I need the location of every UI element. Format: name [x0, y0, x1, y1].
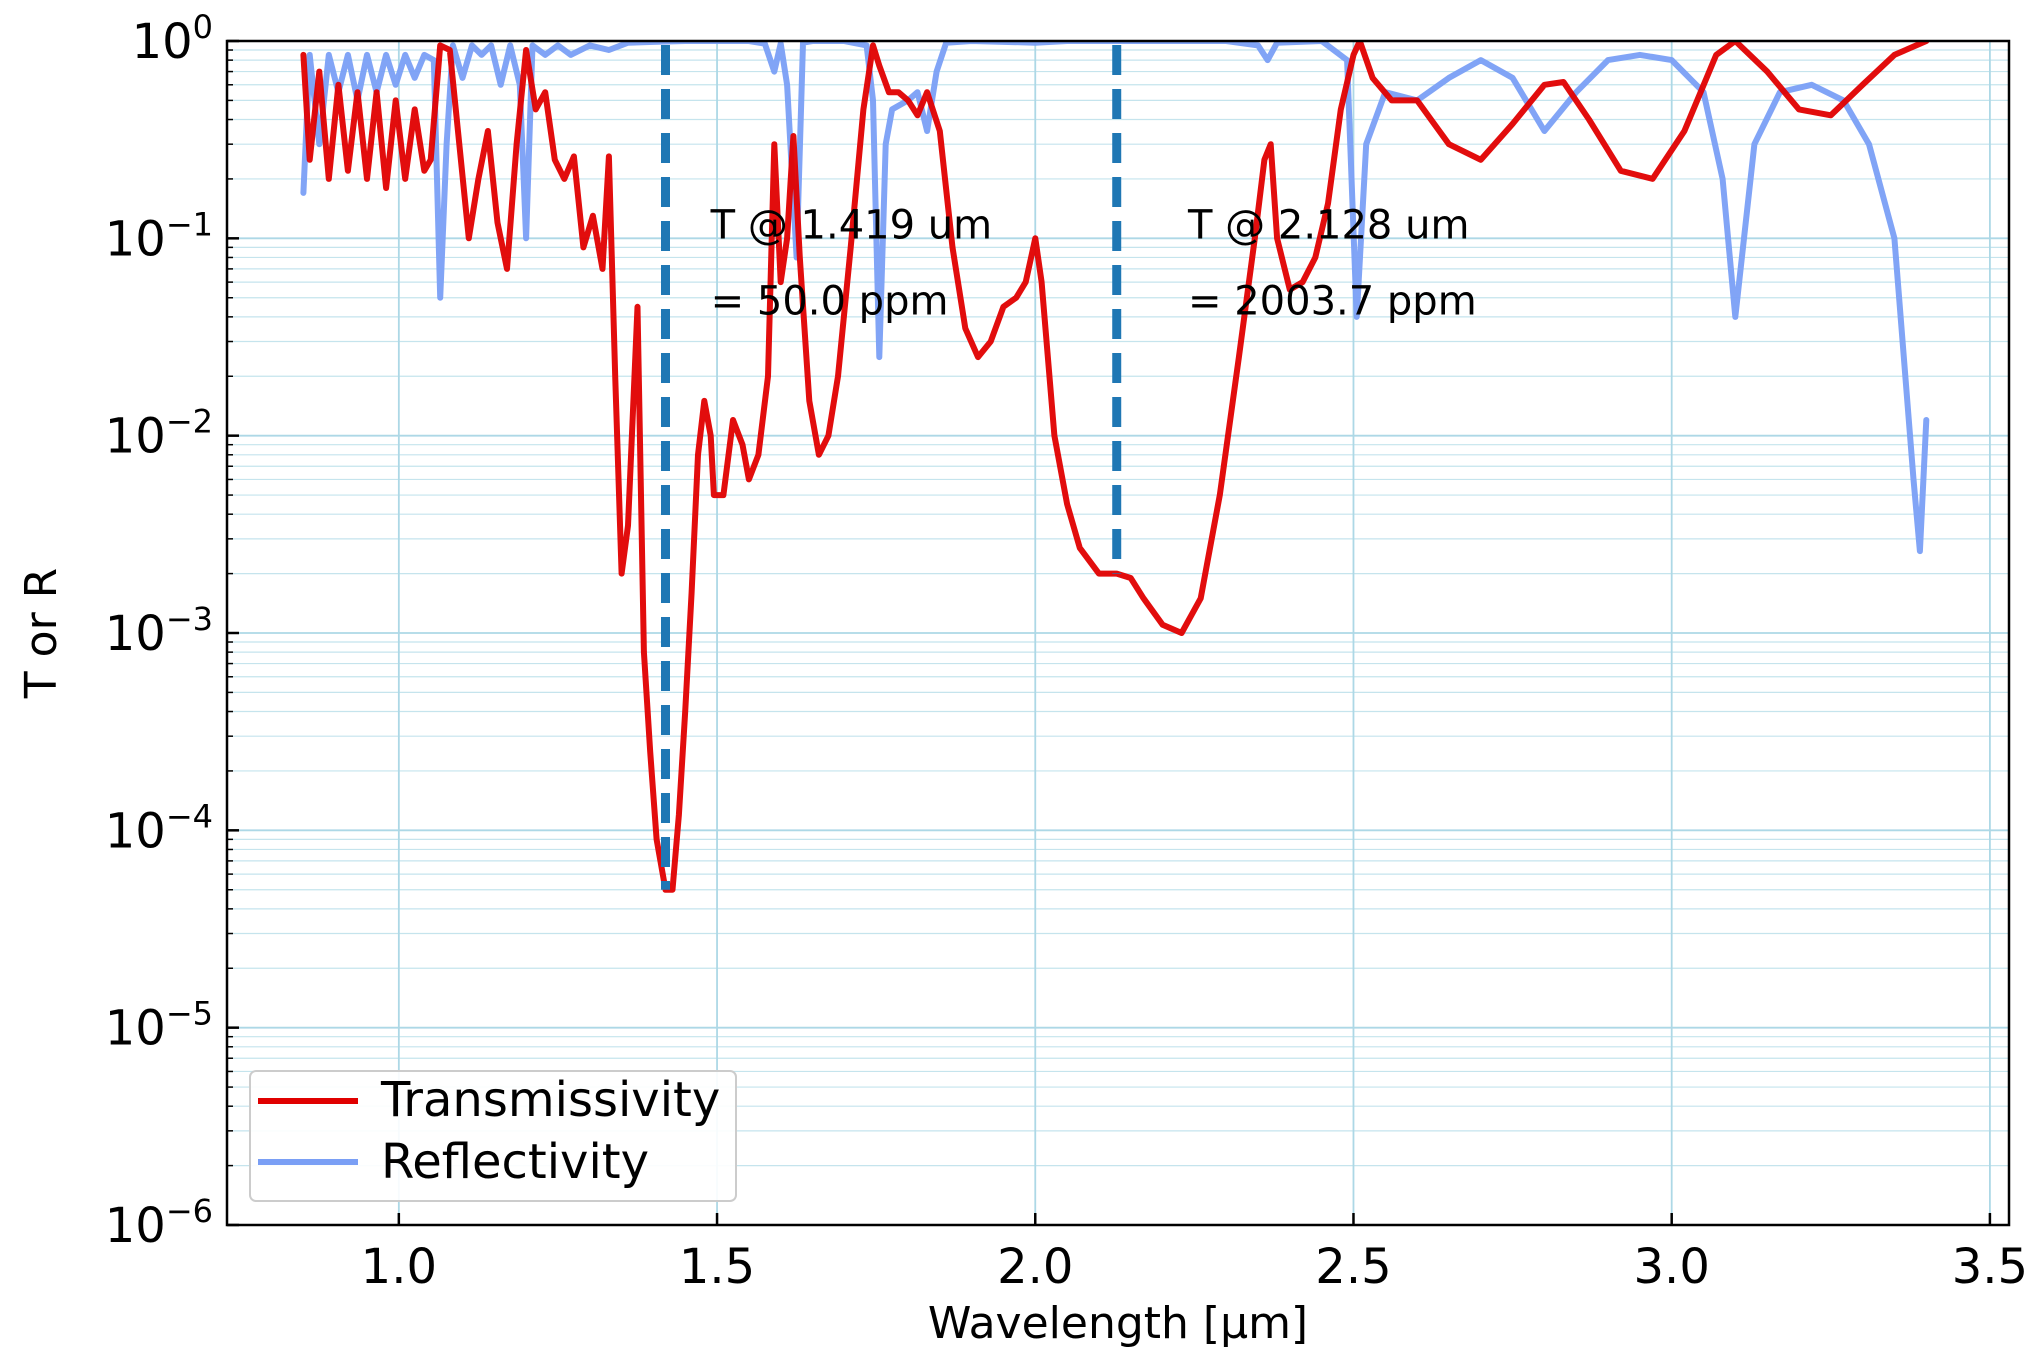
series-line-reflectivity: [300, 41, 1930, 555]
y-tick-label: 10−1: [105, 205, 213, 267]
legend-box: [249, 1070, 737, 1202]
marker-lines: [660, 45, 1122, 890]
y-tick-label: 10−6: [105, 1192, 213, 1254]
x-tick-label: 3.0: [1634, 1239, 1710, 1295]
y-tick-label: 10−2: [105, 403, 213, 465]
x-tick-label: 2.0: [997, 1239, 1073, 1295]
y-tick-label: 10−5: [105, 995, 213, 1057]
axis-ticks: 1.0 1.5 2.0 2.5 3.0 3.5 100 10−1 10−2 10−3 10−4 10−…: [105, 8, 2028, 1295]
y-tick-label: 10−3: [105, 600, 213, 662]
legend-label-reflectivity: Reflectivity: [381, 1134, 649, 1190]
legend-label-transmissivity: Transmissivity: [380, 1072, 720, 1128]
y-tick-label: 10−4: [105, 797, 213, 859]
x-tick-label: 1.5: [679, 1239, 755, 1295]
y-tick-label: 100: [132, 8, 213, 70]
legend: Transmissivity Reflectivity: [249, 1070, 737, 1202]
x-tick-label: 2.5: [1315, 1239, 1391, 1295]
annotation-1-line2: = 50.0 ppm: [711, 279, 949, 325]
x-tick-label: 1.0: [361, 1239, 437, 1295]
annotation-2-line2: = 2003.7 ppm: [1188, 279, 1477, 325]
plot-series: [300, 41, 1930, 893]
annotation-2-line1: T @ 2.128 um: [1187, 202, 1469, 248]
annotations: T @ 1.419 um = 50.0 ppm T @ 2.128 um = 2003…: [710, 202, 1477, 324]
x-axis-label: Wavelength [μm]: [928, 1298, 1308, 1349]
y-axis-label: T or R: [16, 568, 67, 699]
series-line-transmissivity: [300, 41, 1930, 893]
annotation-1-line1: T @ 1.419 um: [710, 202, 992, 248]
x-tick-label: 3.5: [1952, 1239, 2028, 1295]
